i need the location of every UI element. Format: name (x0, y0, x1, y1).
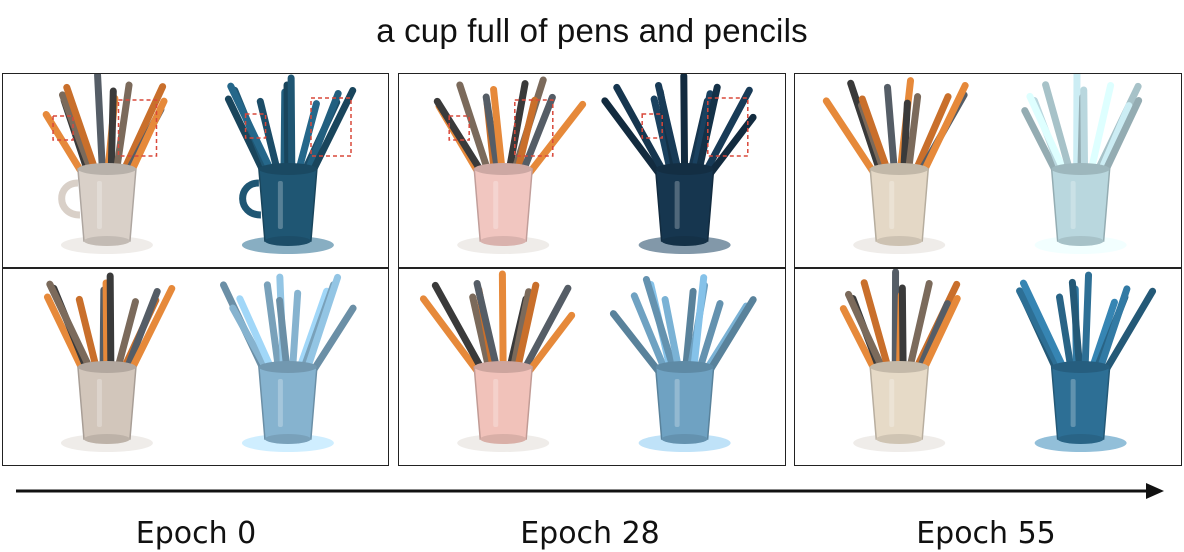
epoch-label-28: Epoch 28 (520, 516, 660, 551)
geometry-cup-image (609, 274, 757, 452)
panel-illustration (419, 270, 757, 452)
highlight-box (244, 113, 267, 139)
rendered-cup-image (839, 269, 961, 452)
epoch-label-0: Epoch 0 (135, 516, 257, 551)
highlight-box (117, 99, 158, 157)
panel-illustration (822, 74, 1143, 254)
timeline-arrow (16, 483, 1164, 499)
rendered-cup-image (43, 272, 176, 452)
panel-illustration (42, 74, 357, 254)
panel-epoch55-row2 (794, 268, 1182, 466)
rendered-cup-image (822, 77, 969, 254)
geometry-cup-image (1021, 74, 1143, 254)
panel-epoch55-row1 (794, 73, 1182, 268)
panel-illustration (839, 269, 1157, 452)
panel-epoch28-row2 (398, 268, 786, 466)
highlight-box (641, 113, 663, 139)
panel-illustration (43, 272, 357, 452)
highlight-box (448, 115, 470, 141)
epoch-label-55: Epoch 55 (916, 516, 1056, 551)
panel-epoch0-row1 (2, 73, 389, 268)
figure-title: a cup full of pens and pencils (376, 12, 808, 49)
rendered-cup-image (419, 270, 576, 452)
rendered-cup-image (433, 76, 587, 254)
geometry-cup-image (601, 74, 757, 254)
panel-epoch28-row1 (398, 73, 786, 268)
geometry-cup-image (224, 74, 357, 254)
highlight-box (52, 115, 74, 141)
rendered-cup-image (42, 74, 168, 254)
geometry-cup-image (220, 273, 357, 452)
geometry-cup-image (1016, 271, 1157, 452)
highlight-box (514, 99, 554, 157)
panel-epoch0-row2 (2, 268, 389, 466)
panel-illustration (433, 74, 757, 254)
